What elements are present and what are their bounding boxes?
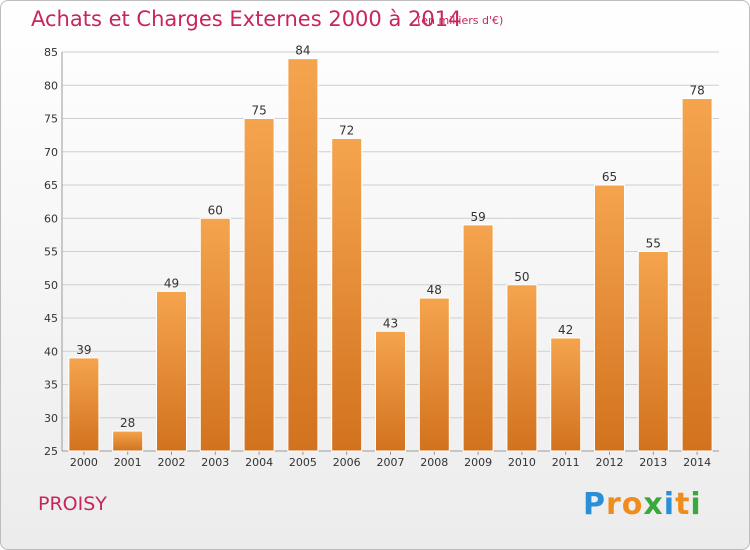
- chart-title: Achats et Charges Externes 2000 à 2014: [31, 7, 462, 31]
- x-tick-label: 2005: [289, 456, 317, 469]
- x-tick-label: 2002: [158, 456, 186, 469]
- y-tick-label: 60: [44, 212, 58, 225]
- data-label-2014: 78: [689, 84, 704, 98]
- data-label-2001: 28: [120, 416, 135, 430]
- x-tick-label: 2014: [683, 456, 711, 469]
- bar-2004: [243, 118, 275, 452]
- x-tick-label: 2006: [333, 456, 361, 469]
- data-labels: 39 28 49 60 75 84 72 43 48 59 50 42 65 55 78: [76, 44, 704, 430]
- x-tick-label: 2012: [596, 456, 624, 469]
- y-tick-label: 75: [44, 113, 58, 126]
- x-tick-label: 2000: [70, 456, 98, 469]
- bar-2007: [375, 330, 406, 452]
- y-tick-label: 65: [44, 179, 58, 192]
- commune-name: PROISY: [38, 493, 107, 515]
- y-tick-label: 25: [44, 445, 58, 458]
- y-tick-label: 55: [44, 246, 58, 259]
- logo-letter: r: [606, 487, 622, 522]
- data-label-2000: 39: [76, 343, 91, 357]
- logo-letter: i: [663, 487, 676, 522]
- x-tick-label: 2009: [464, 456, 492, 469]
- bars: [68, 58, 713, 452]
- data-label-2012: 65: [602, 170, 617, 184]
- bar-2010: [506, 284, 538, 452]
- bar-2014: [681, 98, 713, 452]
- bar-2013: [637, 251, 669, 452]
- logo-letter: t: [675, 487, 691, 522]
- logo-letter: i: [690, 487, 702, 522]
- y-tick-label: 70: [44, 146, 58, 159]
- data-label-2002: 49: [164, 276, 179, 290]
- y-tick-label: 85: [44, 46, 58, 59]
- bar-2008: [418, 297, 450, 452]
- x-tick-label: 2008: [420, 456, 448, 469]
- logo-letter: o: [621, 487, 644, 522]
- bar-2002: [156, 290, 187, 452]
- bar-2005: [287, 58, 319, 452]
- data-label-2007: 43: [383, 316, 398, 330]
- data-label-2003: 60: [208, 203, 223, 217]
- x-tick-label: 2011: [552, 456, 580, 469]
- data-label-2006: 72: [339, 123, 354, 137]
- y-tick-label: 30: [44, 412, 58, 425]
- x-tick-label: 2001: [114, 456, 142, 469]
- chart-subtitle: (en milliers d'€): [417, 14, 504, 27]
- y-tick-label: 35: [44, 379, 58, 392]
- bar-2003: [199, 217, 231, 452]
- x-tick-label: 2007: [377, 456, 405, 469]
- x-tick-label: 2003: [201, 456, 229, 469]
- logo-letter: x: [643, 487, 664, 522]
- bar-2011: [550, 337, 582, 452]
- data-label-2011: 42: [558, 323, 573, 337]
- y-tick-label: 50: [44, 279, 58, 292]
- logo-letter: P: [583, 487, 606, 522]
- data-label-2008: 48: [427, 283, 442, 297]
- x-tick-label: 2013: [639, 456, 667, 469]
- data-label-2004: 75: [251, 104, 266, 118]
- bar-2009: [462, 224, 494, 452]
- x-tick-label: 2004: [245, 456, 273, 469]
- data-label-2005: 84: [295, 44, 310, 58]
- proxiti-logo: Proxiti: [583, 487, 702, 522]
- data-label-2010: 50: [514, 270, 529, 284]
- y-tick-label: 40: [44, 345, 58, 358]
- data-label-2013: 55: [646, 237, 661, 251]
- data-label-2009: 59: [470, 210, 485, 224]
- x-tick-label: 2010: [508, 456, 536, 469]
- y-tick-label: 45: [44, 312, 58, 325]
- y-tick-label: 80: [44, 79, 58, 92]
- bar-2006: [331, 137, 363, 452]
- bar-2000: [68, 357, 100, 452]
- bar-2001: [112, 430, 144, 452]
- bar-2012: [594, 184, 625, 452]
